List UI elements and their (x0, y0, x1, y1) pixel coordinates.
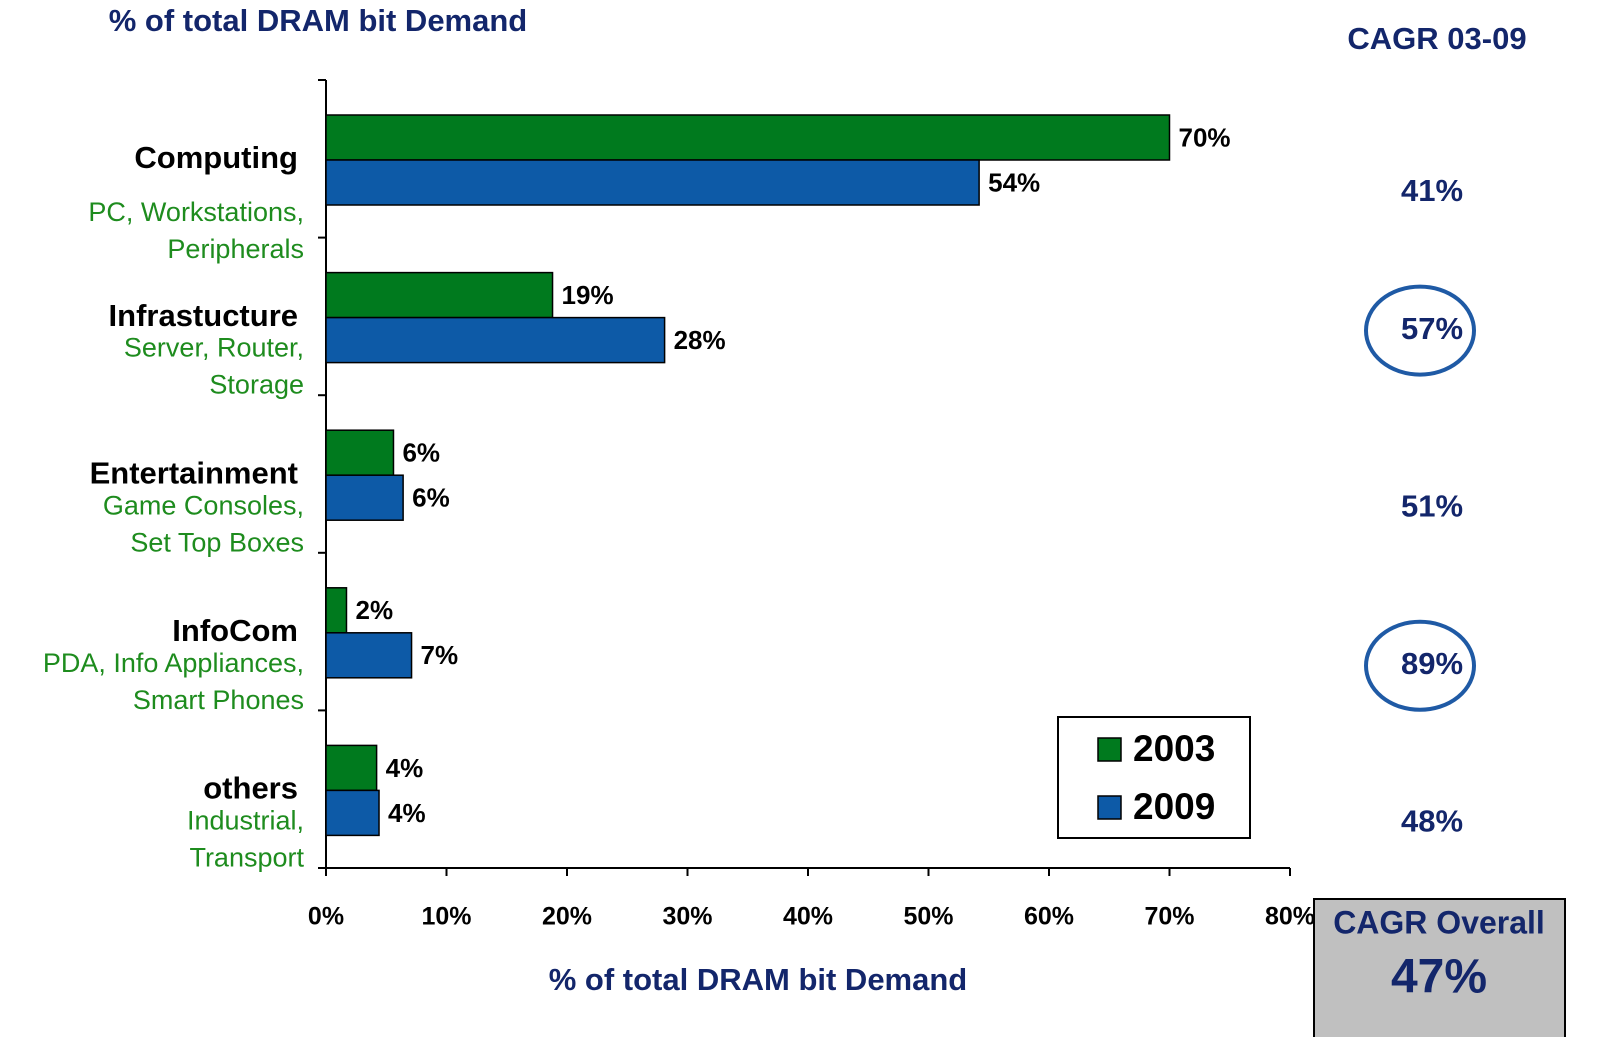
bar (325, 159, 980, 206)
x-tick-label: 60% (1024, 903, 1074, 931)
bar (325, 316, 666, 364)
x-tick-label: 20% (542, 903, 592, 931)
highlight-circle (1364, 619, 1476, 712)
cagr-value: 41% (1401, 173, 1463, 208)
x-tick-label: 50% (903, 903, 953, 931)
category-subtitle: PC, Workstations, (88, 197, 304, 227)
category-label: others (203, 771, 298, 806)
bar (325, 429, 395, 476)
cagr-overall-title: CAGR Overall (1333, 904, 1545, 940)
bar (325, 587, 348, 634)
category-subtitle: Game Consoles, (103, 490, 304, 520)
category-label: Infrastucture (109, 298, 298, 333)
cagr-value: 89% (1401, 646, 1463, 681)
bar (325, 744, 378, 792)
x-tick-label: 70% (1144, 903, 1194, 931)
data-label: 4% (388, 798, 426, 828)
x-tick-label: 40% (783, 903, 833, 931)
legend-label: 2009 (1133, 786, 1215, 827)
cagr-title: CAGR 03-09 (1347, 21, 1526, 56)
data-label: 6% (402, 438, 440, 468)
x-tick-label: 0% (308, 903, 344, 931)
bar (325, 474, 404, 521)
cagr-value: 57% (1401, 311, 1463, 346)
x-tick-label: 80% (1265, 903, 1315, 931)
bar (325, 632, 413, 679)
category-subtitle: Storage (209, 370, 304, 400)
legend-box (1057, 716, 1251, 839)
legend-swatch (1097, 795, 1122, 820)
chart-title: % of total DRAM bit Demand (109, 3, 528, 38)
category-subtitle: Peripherals (167, 234, 304, 264)
category-label: Entertainment (90, 455, 298, 490)
data-label: 54% (988, 167, 1040, 197)
category-label: Computing (134, 140, 298, 175)
highlight-circle (1364, 284, 1476, 377)
bar (325, 789, 380, 837)
bar (325, 114, 1171, 161)
x-axis-label: % of total DRAM bit Demand (549, 962, 968, 997)
data-label: 7% (421, 640, 459, 670)
cagr-overall-value: 47% (1391, 951, 1487, 1004)
data-label: 19% (562, 280, 614, 310)
category-subtitle: Transport (189, 843, 304, 873)
category-label: InfoCom (172, 613, 298, 648)
legend-label: 2003 (1133, 728, 1215, 769)
data-label: 6% (412, 483, 450, 513)
category-subtitle: Smart Phones (133, 685, 304, 715)
category-subtitle: PDA, Info Appliances, (43, 648, 304, 678)
data-label: 2% (355, 595, 393, 625)
data-label: 4% (386, 753, 424, 783)
category-subtitle: Server, Router, (124, 333, 304, 363)
cagr-value: 48% (1401, 804, 1463, 839)
category-subtitle: Set Top Boxes (130, 527, 304, 557)
data-label: 28% (674, 325, 726, 355)
cagr-value: 51% (1401, 488, 1463, 523)
category-subtitle: Industrial, (187, 806, 304, 836)
bar (325, 271, 554, 319)
x-tick-label: 30% (662, 903, 712, 931)
legend-swatch (1097, 737, 1122, 762)
cagr-overall-box (1313, 898, 1566, 1037)
data-label: 70% (1179, 122, 1231, 152)
x-tick-label: 10% (421, 903, 471, 931)
